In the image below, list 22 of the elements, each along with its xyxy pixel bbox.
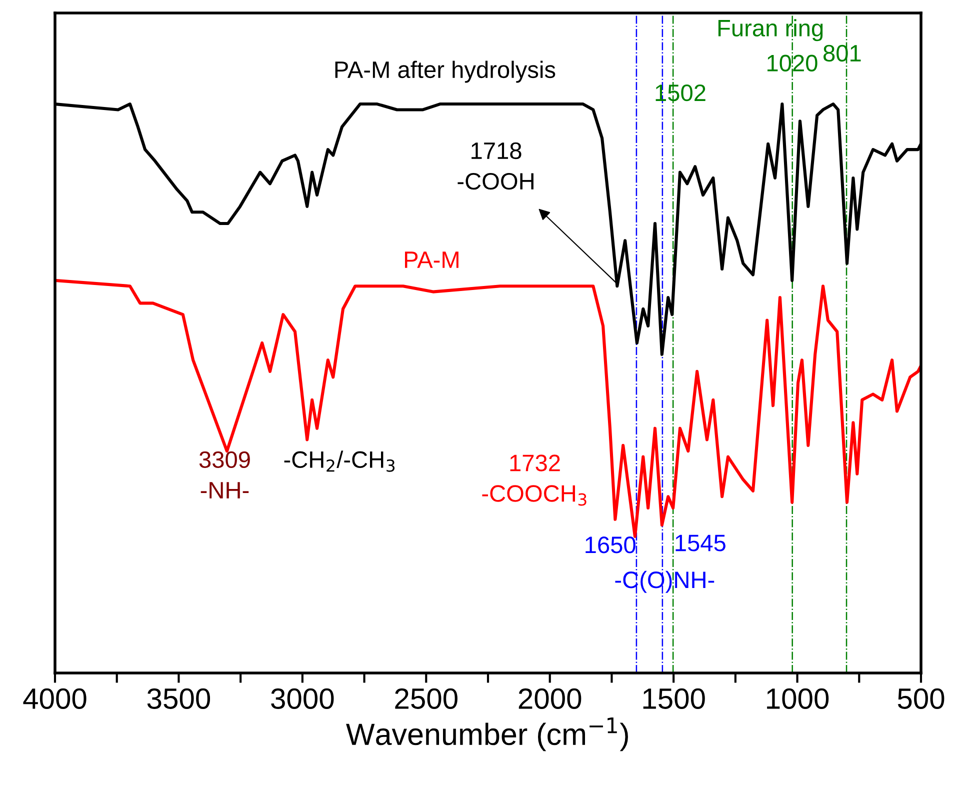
annotation: 1732 -COOCH$_{3}$ [482,454,586,506]
annotation: 3309 -NH- [199,451,250,498]
annotation: 1650 [586,536,636,554]
x-tick-label: 4000 [23,688,86,710]
x-axis-title: Wavenumber (cm$^{−1}$) [346,718,628,752]
text: 801 [824,44,861,62]
annotation: PA-M [405,252,458,268]
annotation: -CH$_{2}$/-CH$_{3}$ [284,450,395,472]
text: Furan ring [718,19,823,42]
x-tick-label: 2000 [518,688,582,710]
annotation: 1545 [676,534,726,552]
annotation: 1718 -COOH [458,142,534,190]
x-tick-label: 1000 [767,688,829,710]
x-tick-label: 3500 [147,688,210,710]
x-tick-label: 2500 [395,688,458,710]
x-tick-label: 3000 [271,688,334,710]
text: 1502 [656,84,706,102]
text: 1020 [768,54,818,72]
x-tick-label: 500 [898,688,944,710]
text: PA-M after hydrolysis [335,60,556,83]
annotation: -C(O)NH- [615,570,714,593]
x-tick-label: 1500 [643,688,705,710]
